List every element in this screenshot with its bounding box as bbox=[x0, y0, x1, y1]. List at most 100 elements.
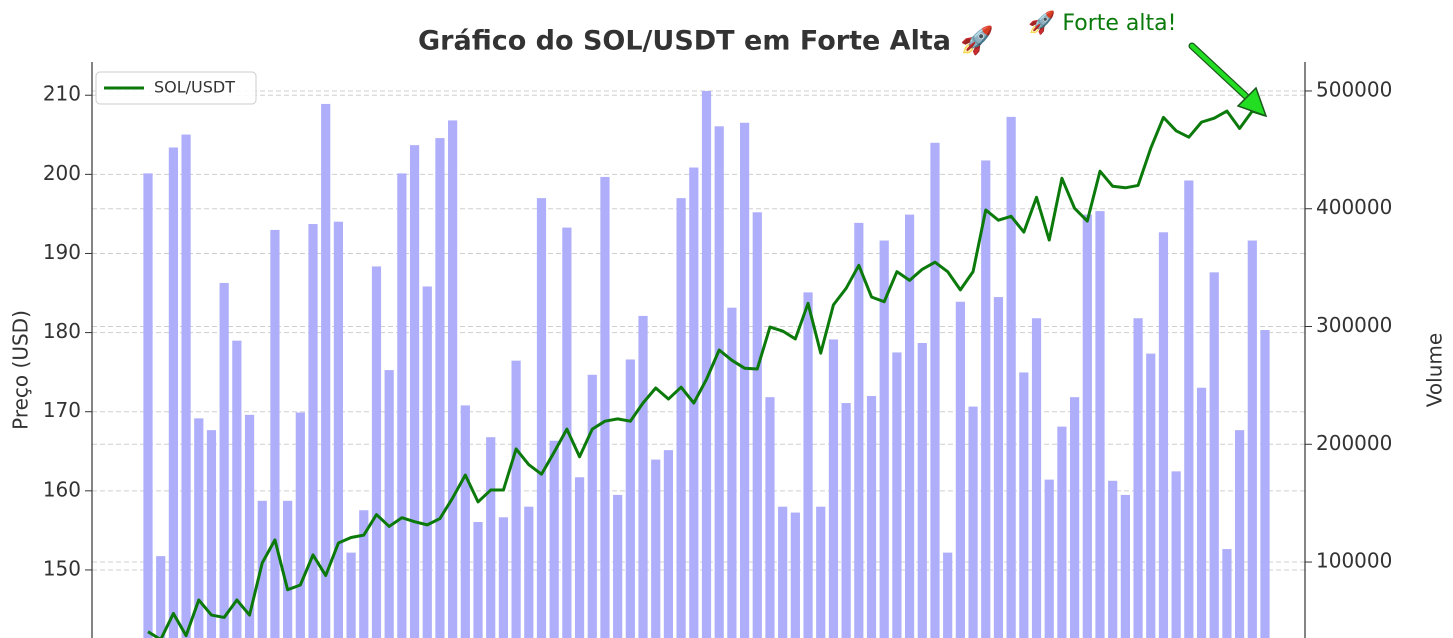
price-line bbox=[147, 109, 1266, 638]
volume-bar bbox=[1209, 272, 1219, 638]
legend-box bbox=[95, 71, 257, 105]
volume-bar bbox=[1222, 549, 1232, 638]
volume-bar bbox=[904, 214, 915, 638]
volume-bar bbox=[790, 512, 800, 638]
volume-bar bbox=[333, 221, 343, 638]
volume-bar bbox=[270, 229, 280, 638]
volume-bar bbox=[587, 374, 597, 638]
volume-bar bbox=[219, 282, 229, 638]
volume-bar bbox=[321, 103, 331, 638]
volume-bar bbox=[1146, 353, 1156, 638]
volume-bar bbox=[473, 521, 483, 638]
volume-bar bbox=[168, 147, 178, 638]
volume-bar bbox=[244, 414, 255, 638]
volume-bar bbox=[156, 556, 166, 638]
volume-bar bbox=[943, 552, 953, 638]
volume-bar bbox=[778, 506, 788, 638]
volume-bar bbox=[143, 173, 153, 638]
volume-bar bbox=[448, 120, 458, 638]
volume-bar bbox=[1070, 397, 1080, 638]
volume-bar bbox=[841, 403, 851, 638]
y2-tick-label: 500000 bbox=[1316, 77, 1392, 101]
y-tick-label: 150 bbox=[43, 556, 81, 580]
volume-bar bbox=[638, 315, 648, 638]
volume-bar bbox=[549, 440, 559, 638]
volume-bar bbox=[1196, 387, 1207, 638]
volume-bar bbox=[981, 160, 991, 638]
volume-bar bbox=[892, 352, 902, 638]
volume-bar bbox=[714, 126, 724, 638]
volume-bar bbox=[752, 212, 762, 638]
volume-bar bbox=[739, 122, 750, 638]
volume-bar bbox=[435, 138, 445, 638]
volume-bar bbox=[257, 500, 267, 638]
volume-bar bbox=[727, 307, 737, 638]
volume-bar bbox=[1171, 471, 1181, 638]
volume-bar bbox=[600, 176, 610, 638]
volume-bar bbox=[359, 510, 369, 638]
volume-bar bbox=[574, 477, 585, 638]
volume-bar bbox=[828, 339, 839, 638]
axes: 150 160 170 180 190 200 210 100000 200000 300000 4… bbox=[43, 77, 1393, 580]
y2-tick-label: 400000 bbox=[1316, 195, 1392, 219]
volume-bar bbox=[511, 360, 521, 638]
volume-bar bbox=[562, 227, 572, 638]
volume-bar bbox=[181, 134, 191, 638]
volume-bar bbox=[1184, 180, 1194, 638]
volume-bar bbox=[460, 405, 470, 638]
volume-bar bbox=[1133, 318, 1143, 638]
volume-bar bbox=[498, 517, 509, 638]
y-tick-label: 180 bbox=[43, 319, 81, 343]
volume-bar bbox=[803, 292, 813, 638]
volume-bar bbox=[968, 406, 978, 638]
volume-bar bbox=[917, 342, 927, 638]
volume-bar bbox=[930, 142, 940, 638]
volume-bar bbox=[651, 459, 661, 638]
volume-bar bbox=[765, 397, 775, 638]
y2-axis-label: Volume bbox=[1423, 333, 1447, 407]
legend: SOL/USDT bbox=[95, 71, 257, 105]
volume-bar bbox=[663, 450, 674, 638]
volume-bar bbox=[308, 224, 318, 638]
volume-bar bbox=[879, 240, 889, 638]
volume-bar bbox=[1235, 430, 1245, 638]
volume-bar bbox=[1006, 116, 1016, 638]
volume-bar bbox=[1120, 494, 1130, 638]
volume-bar bbox=[1019, 372, 1029, 638]
volume-bar bbox=[422, 286, 432, 638]
volume-bar bbox=[486, 437, 496, 638]
volume-bar bbox=[295, 412, 305, 638]
volume-bar bbox=[955, 301, 965, 638]
y-tick-label: 200 bbox=[43, 161, 81, 185]
volume-bar bbox=[1044, 479, 1054, 638]
volume-bar bbox=[536, 198, 547, 638]
chart-title: Gráfico do SOL/USDT em Forte Alta 🚀 bbox=[418, 25, 994, 57]
volume-bar bbox=[993, 297, 1004, 638]
legend-label: SOL/USDT bbox=[154, 78, 235, 97]
annotation: 🚀 Forte alta! bbox=[1028, 10, 1176, 36]
volume-bar bbox=[1108, 480, 1118, 638]
volume-bar bbox=[676, 198, 686, 638]
volume-bar bbox=[866, 395, 877, 638]
volume-bar bbox=[194, 418, 204, 638]
y-tick-label: 160 bbox=[43, 477, 81, 501]
volume-bar bbox=[1082, 214, 1092, 638]
y-tick-label: 190 bbox=[43, 240, 81, 264]
volume-bar bbox=[371, 266, 382, 638]
arrow-head bbox=[1236, 86, 1268, 118]
y2-tick-label: 300000 bbox=[1316, 313, 1392, 337]
y-axis-label: Preço (USD) bbox=[9, 310, 33, 430]
y2-tick-label: 100000 bbox=[1316, 549, 1392, 573]
volume-bar bbox=[206, 430, 217, 638]
volume-bar bbox=[701, 90, 712, 638]
volume-bar bbox=[1158, 232, 1169, 638]
volume-bar bbox=[854, 222, 864, 638]
volume-bar bbox=[1247, 240, 1257, 638]
lines bbox=[147, 109, 1266, 638]
volume-bar bbox=[1260, 330, 1270, 638]
volume-bar bbox=[613, 494, 623, 638]
arrow-shaft bbox=[1189, 43, 1253, 103]
bars bbox=[143, 90, 1270, 638]
annotation-arrow bbox=[1188, 42, 1268, 118]
